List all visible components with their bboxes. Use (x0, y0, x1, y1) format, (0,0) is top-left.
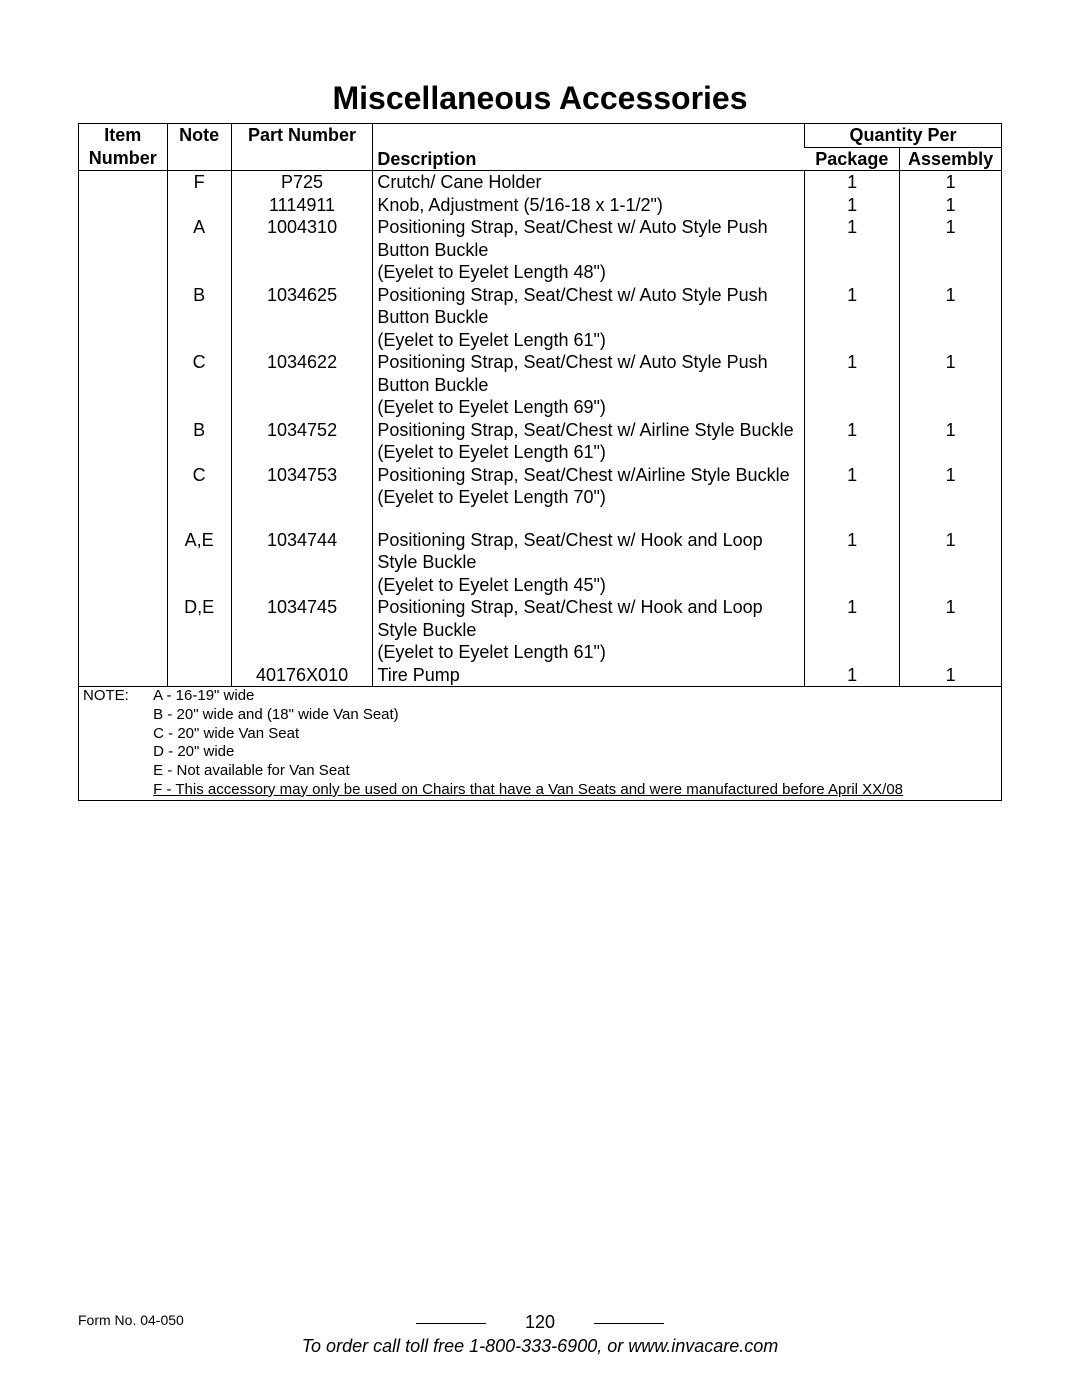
cell-note (167, 664, 231, 687)
cell-item-number (79, 419, 168, 464)
table-row: 1114911Knob, Adjustment (5/16-18 x 1-1/2… (79, 194, 1002, 217)
cell-note: F (167, 171, 231, 194)
note-line: E - Not available for Van Seat (153, 762, 903, 781)
cell-description: Positioning Strap, Seat/Chest w/ Airline… (373, 419, 805, 464)
cell-note: D,E (167, 596, 231, 664)
page-title: Miscellaneous Accessories (78, 80, 1002, 117)
note-line: A - 16-19" wide (153, 687, 903, 706)
cell-package: 1 (804, 419, 899, 464)
notes-lines: A - 16-19" wideB - 20" wide and (18" wid… (153, 687, 903, 800)
cell-part-number: 40176X010 (231, 664, 373, 687)
cell-assembly: 1 (900, 171, 1002, 194)
cell-part-number: 1034752 (231, 419, 373, 464)
cell-part-number: 1004310 (231, 216, 373, 284)
col-header-note: Note (167, 124, 231, 171)
cell-description: Positioning Strap, Seat/Chest w/Airline … (373, 464, 805, 509)
cell-description: Tire Pump (373, 664, 805, 687)
cell-item-number (79, 194, 168, 217)
cell-package: 1 (804, 284, 899, 352)
col-header-package: Package (804, 147, 899, 171)
col-header-item-number: Item Number (79, 124, 168, 171)
cell-part-number: 1034744 (231, 529, 373, 597)
col-header-part-number: Part Number (231, 124, 373, 171)
cell-item-number (79, 464, 168, 509)
cell-part-number: 1034753 (231, 464, 373, 509)
cell-note: C (167, 464, 231, 509)
cell-part-number: 1034745 (231, 596, 373, 664)
cell-note: B (167, 284, 231, 352)
cell-part-number: 1034622 (231, 351, 373, 419)
note-line: C - 20" wide Van Seat (153, 725, 903, 744)
cell-package: 1 (804, 529, 899, 597)
cell-description: Knob, Adjustment (5/16-18 x 1-1/2") (373, 194, 805, 217)
cell-note (167, 194, 231, 217)
table-row: B1034752Positioning Strap, Seat/Chest w/… (79, 419, 1002, 464)
cell-note: A (167, 216, 231, 284)
cell-assembly: 1 (900, 596, 1002, 664)
table-row: C1034622Positioning Strap, Seat/Chest w/… (79, 351, 1002, 419)
cell-assembly: 1 (900, 194, 1002, 217)
cell-item-number (79, 216, 168, 284)
parts-table: Item Number Note Part Number Description… (78, 123, 1002, 801)
cell-package: 1 (804, 194, 899, 217)
col-header-quantity-per: Quantity Per (804, 124, 1001, 148)
cell-item-number (79, 351, 168, 419)
notes-label: NOTE: (83, 687, 149, 706)
table-row: A1004310Positioning Strap, Seat/Chest w/… (79, 216, 1002, 284)
table-row: B1034625Positioning Strap, Seat/Chest w/… (79, 284, 1002, 352)
note-line: D - 20" wide (153, 743, 903, 762)
cell-item-number (79, 664, 168, 687)
note-line: F - This accessory may only be used on C… (153, 781, 903, 800)
cell-item-number (79, 529, 168, 597)
table-row: D,E1034745Positioning Strap, Seat/Chest … (79, 596, 1002, 664)
note-line: B - 20" wide and (18" wide Van Seat) (153, 706, 903, 725)
col-header-item-l2: Number (89, 148, 157, 168)
cell-description: Positioning Strap, Seat/Chest w/ Auto St… (373, 284, 805, 352)
col-header-assembly: Assembly (900, 147, 1002, 171)
cell-description: Positioning Strap, Seat/Chest w/ Auto St… (373, 216, 805, 284)
cell-item-number (79, 596, 168, 664)
cell-description: Positioning Strap, Seat/Chest w/ Hook an… (373, 529, 805, 597)
cell-package: 1 (804, 664, 899, 687)
cell-note: C (167, 351, 231, 419)
cell-note: B (167, 419, 231, 464)
cell-description: Positioning Strap, Seat/Chest w/ Hook an… (373, 596, 805, 664)
cell-package: 1 (804, 171, 899, 194)
table-row: 40176X010Tire Pump11 (79, 664, 1002, 687)
cell-package: 1 (804, 464, 899, 509)
cell-assembly: 1 (900, 351, 1002, 419)
cell-assembly: 1 (900, 284, 1002, 352)
order-info: To order call toll free 1-800-333-6900, … (78, 1336, 1002, 1357)
table-row: C1034753Positioning Strap, Seat/Chest w/… (79, 464, 1002, 509)
cell-description: Positioning Strap, Seat/Chest w/ Auto St… (373, 351, 805, 419)
table-row: FP725Crutch/ Cane Holder11 (79, 171, 1002, 194)
cell-description: Crutch/ Cane Holder (373, 171, 805, 194)
cell-part-number: 1034625 (231, 284, 373, 352)
cell-item-number (79, 171, 168, 194)
cell-package: 1 (804, 216, 899, 284)
cell-assembly: 1 (900, 464, 1002, 509)
cell-assembly: 1 (900, 419, 1002, 464)
cell-item-number (79, 284, 168, 352)
table-row: A,E1034744Positioning Strap, Seat/Chest … (79, 529, 1002, 597)
cell-assembly: 1 (900, 529, 1002, 597)
cell-note: A,E (167, 529, 231, 597)
cell-part-number: 1114911 (231, 194, 373, 217)
table-row (79, 509, 1002, 529)
col-header-description: Description (373, 124, 805, 171)
cell-package: 1 (804, 596, 899, 664)
cell-assembly: 1 (900, 216, 1002, 284)
page-number: 120 (517, 1312, 563, 1333)
col-header-item-l1: Item (104, 125, 141, 145)
cell-package: 1 (804, 351, 899, 419)
cell-part-number: P725 (231, 171, 373, 194)
cell-assembly: 1 (900, 664, 1002, 687)
